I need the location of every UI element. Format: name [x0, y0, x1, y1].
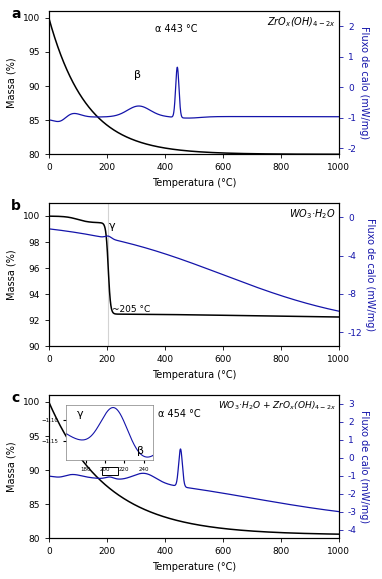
- X-axis label: Temperatura (°C): Temperatura (°C): [152, 370, 236, 380]
- Bar: [102, 467, 118, 475]
- Text: γ: γ: [109, 221, 115, 231]
- Text: a: a: [11, 6, 21, 21]
- Text: β: β: [137, 446, 144, 456]
- X-axis label: Temperatura (°C): Temperatura (°C): [152, 178, 236, 188]
- Text: α 443 °C: α 443 °C: [155, 24, 197, 34]
- Text: ZrO$_x$(OH)$_{4-2x}$: ZrO$_x$(OH)$_{4-2x}$: [267, 15, 336, 29]
- Y-axis label: Massa (%): Massa (%): [7, 57, 17, 108]
- X-axis label: Temperature (°C): Temperature (°C): [152, 562, 236, 572]
- Y-axis label: Fluxo de calo (mW/mg): Fluxo de calo (mW/mg): [359, 410, 369, 523]
- Text: α 454 °C: α 454 °C: [158, 409, 201, 419]
- Text: WO$_3$·H$_2$O + ZrO$_x$(OH)$_{4-2x}$: WO$_3$·H$_2$O + ZrO$_x$(OH)$_{4-2x}$: [218, 400, 336, 412]
- Y-axis label: Massa (%): Massa (%): [7, 441, 17, 492]
- Text: b: b: [11, 199, 21, 212]
- Text: β: β: [134, 71, 141, 80]
- Y-axis label: Fluxo de calo (mW/mg): Fluxo de calo (mW/mg): [359, 26, 369, 139]
- Y-axis label: Massa (%): Massa (%): [7, 250, 17, 300]
- Text: c: c: [11, 391, 19, 405]
- Text: ~205 °C: ~205 °C: [112, 305, 150, 314]
- Text: WO$_3$·H$_2$O: WO$_3$·H$_2$O: [290, 207, 336, 221]
- Y-axis label: Fluxo de calo (mW/mg): Fluxo de calo (mW/mg): [365, 218, 375, 331]
